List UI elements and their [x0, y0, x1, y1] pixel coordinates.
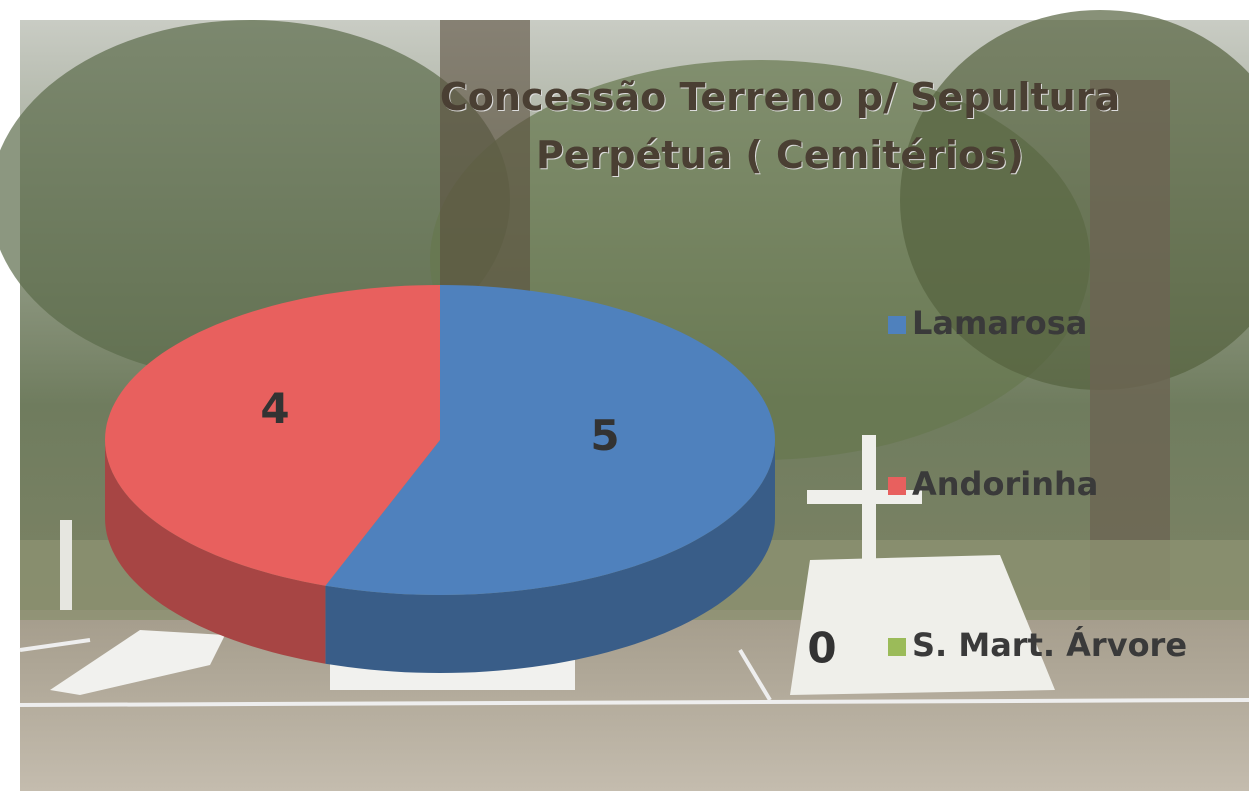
legend-swatch [888, 477, 906, 495]
pie-side [325, 440, 775, 673]
data-label: 5 [590, 411, 619, 460]
legend-swatch [888, 316, 906, 334]
data-label: 4 [260, 384, 289, 433]
pie-slice [105, 285, 440, 586]
legend-label: Andorinha [912, 465, 1098, 503]
chart-title: Concessão Terreno p/ Sepultura Perpétua … [439, 75, 1121, 177]
data-label: 0 [807, 624, 836, 673]
pie-side [105, 440, 326, 664]
legend-swatch [888, 638, 906, 656]
pie-slice [325, 285, 775, 595]
legend-label: S. Mart. Árvore [912, 626, 1187, 664]
legend-label: Lamarosa [912, 304, 1087, 342]
